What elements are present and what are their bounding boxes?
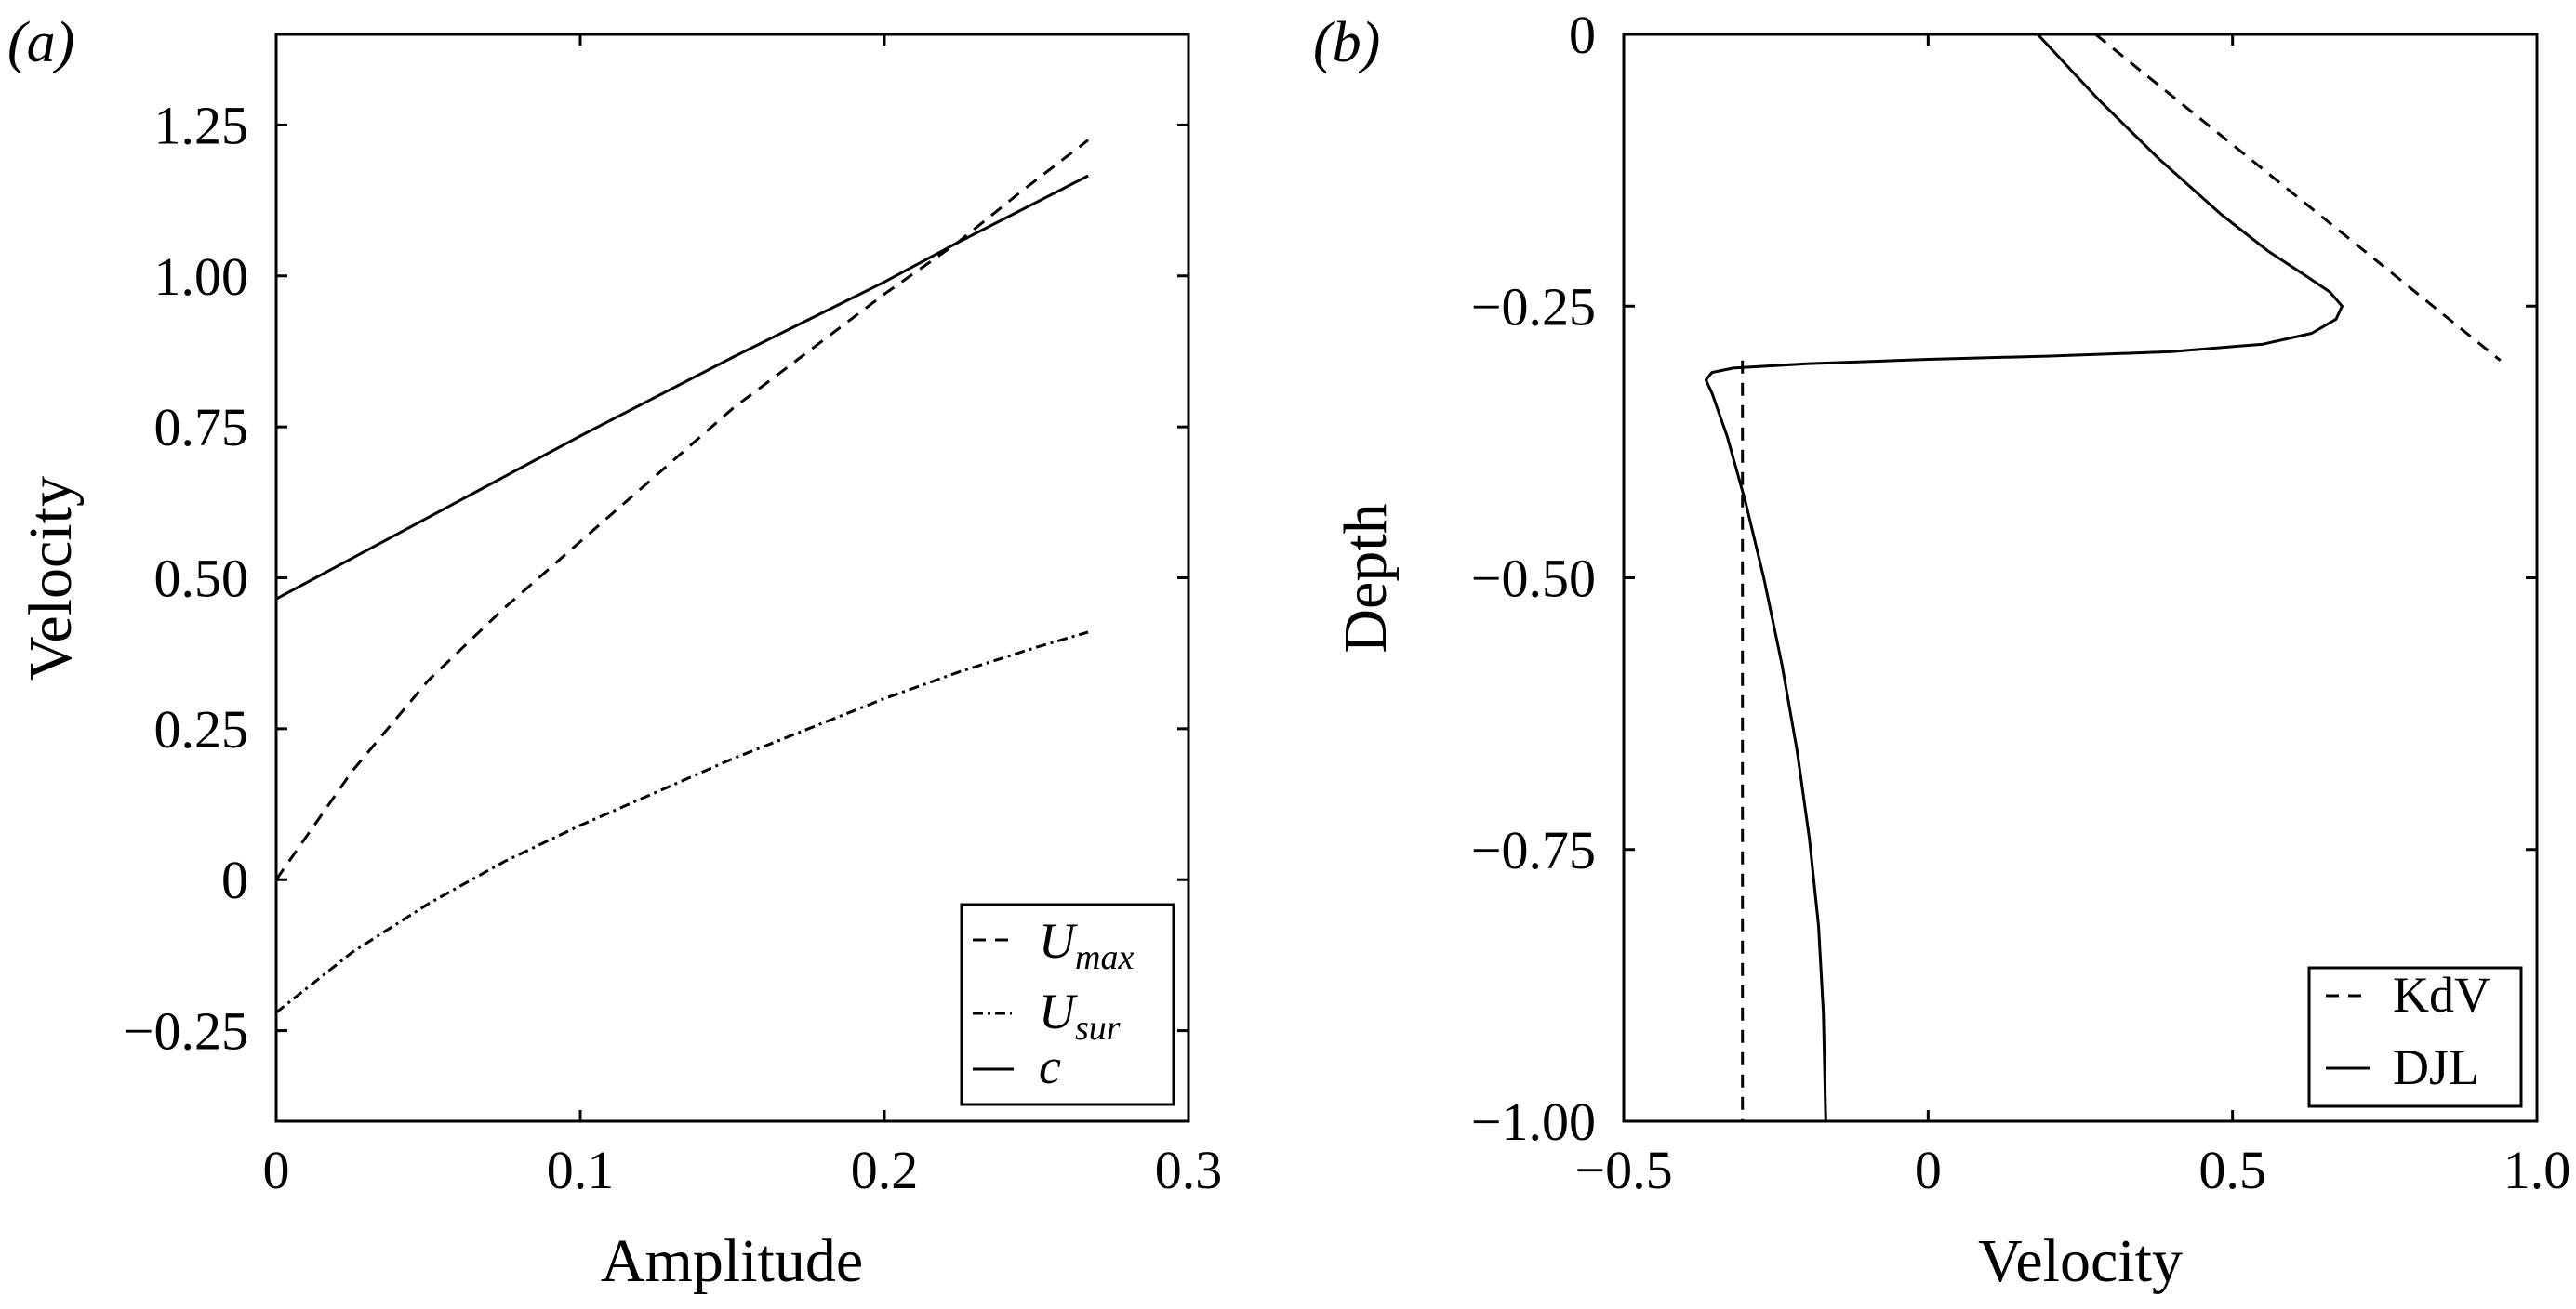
- y-tick-label: −1.00: [1471, 1091, 1596, 1152]
- panel-b-ticks: −0.5 0 0.5 1.0−1.00−0.75−0.50−0.250: [1471, 5, 2570, 1200]
- x-tick-label: 0.2: [851, 1140, 919, 1200]
- panel-a-chart: (a) 0 0.1 0.2 0.3 −0.25 0 0.25 0.50 0.75 1.00 1.25…: [7, 11, 1222, 1295]
- y-tick-label: −0.25: [1471, 276, 1596, 337]
- panel-a-legend: Umax Usur c: [960, 903, 1175, 1106]
- panel-a-ticks: 0 0.1 0.2 0.3 −0.25 0 0.25 0.50 0.75 1.00 1.25: [124, 34, 1222, 1200]
- panel-b-frame: [1622, 33, 2539, 1123]
- y-tick-label: 0.75: [154, 397, 249, 457]
- y-tick-label: −0.25: [124, 1001, 248, 1062]
- panel-b-plot-area: [1704, 33, 2502, 1122]
- y-tick-label: 0.25: [154, 699, 249, 760]
- x-tick-label: 1.0: [2503, 1140, 2571, 1200]
- panel-b-xlabel: Velocity: [1978, 1227, 2183, 1295]
- series-djl-line: [1704, 33, 2344, 1122]
- panel-a-label: (a): [7, 11, 74, 74]
- x-tick-label: 0.1: [547, 1140, 615, 1200]
- legend-umax-label: Umax: [1039, 913, 1134, 977]
- y-tick-label: 1.25: [154, 95, 249, 155]
- x-tick-label: −0.5: [1574, 1140, 1672, 1200]
- legend-djl-label: DJL: [2393, 1039, 2479, 1095]
- y-tick-label: 0.50: [154, 549, 249, 609]
- panel-b-legend: KdV DJL: [2307, 966, 2523, 1108]
- series-u-sur-line: [275, 630, 1089, 1014]
- series-kdv-line: [1741, 33, 2502, 1121]
- panel-a-ylabel: Velocity: [17, 476, 85, 681]
- y-tick-label: −0.50: [1471, 549, 1596, 609]
- panel-a-plot-area: [274, 139, 1090, 1014]
- panel-a-xlabel: Amplitude: [601, 1227, 863, 1295]
- panel-b-label: (b): [1313, 11, 1380, 74]
- y-tick-label: −0.75: [1471, 820, 1596, 880]
- y-tick-label: 1.00: [154, 246, 249, 307]
- legend-c-label: c: [1039, 1038, 1061, 1094]
- legend-usur-label: Usur: [1039, 984, 1121, 1048]
- y-tick-label: 0: [1569, 5, 1596, 65]
- y-tick-label: 0: [221, 850, 248, 910]
- series-c-line: [275, 174, 1089, 601]
- x-tick-label: 0.3: [1155, 1140, 1223, 1200]
- x-tick-label: 0.5: [2198, 1140, 2266, 1200]
- panel-b-ylabel: Depth: [1332, 503, 1400, 653]
- legend-box: [960, 903, 1175, 1106]
- series-u-max-line: [274, 139, 1090, 881]
- panel-b-chart: (b) −0.5 0 0.5 1.0−1.00−0.75−0.50−0.250 Vel…: [1313, 5, 2570, 1295]
- x-tick-label: 0: [1915, 1140, 1942, 1200]
- legend-kdv-label: KdV: [2393, 967, 2490, 1023]
- legend-box: [2307, 966, 2523, 1108]
- x-tick-label: 0: [263, 1140, 290, 1200]
